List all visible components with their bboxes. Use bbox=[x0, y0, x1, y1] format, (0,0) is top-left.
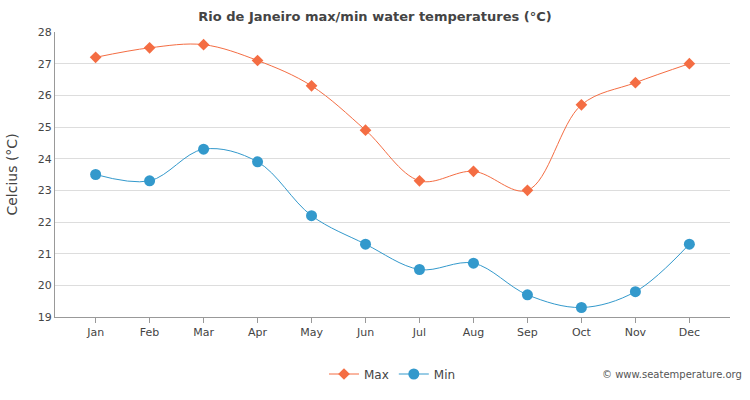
svg-text:Aug: Aug bbox=[463, 326, 484, 339]
svg-text:Mar: Mar bbox=[193, 326, 214, 339]
svg-text:Jan: Jan bbox=[86, 326, 104, 339]
svg-text:26: 26 bbox=[38, 89, 52, 102]
svg-text:23: 23 bbox=[38, 184, 52, 197]
svg-text:25: 25 bbox=[38, 121, 52, 134]
svg-text:May: May bbox=[300, 326, 323, 339]
svg-text:20: 20 bbox=[38, 279, 52, 292]
svg-text:Max: Max bbox=[364, 368, 389, 382]
svg-text:Sep: Sep bbox=[517, 326, 538, 339]
svg-text:28: 28 bbox=[38, 26, 52, 39]
svg-text:Celcius (°C): Celcius (°C) bbox=[4, 133, 20, 215]
svg-text:Jul: Jul bbox=[412, 326, 426, 339]
svg-text:Dec: Dec bbox=[679, 326, 700, 339]
svg-text:22: 22 bbox=[38, 216, 52, 229]
svg-text:Nov: Nov bbox=[625, 326, 647, 339]
svg-text:Rio de Janeiro max/min water t: Rio de Janeiro max/min water temperature… bbox=[198, 9, 551, 24]
svg-text:27: 27 bbox=[38, 58, 52, 71]
svg-text:21: 21 bbox=[38, 248, 52, 261]
svg-text:Oct: Oct bbox=[572, 326, 592, 339]
svg-text:© www.seatemperature.org: © www.seatemperature.org bbox=[602, 369, 742, 380]
svg-text:Min: Min bbox=[434, 368, 455, 382]
svg-text:Feb: Feb bbox=[140, 326, 159, 339]
svg-text:Apr: Apr bbox=[248, 326, 268, 339]
svg-text:Jun: Jun bbox=[356, 326, 374, 339]
svg-text:24: 24 bbox=[38, 153, 52, 166]
svg-text:19: 19 bbox=[38, 311, 52, 324]
